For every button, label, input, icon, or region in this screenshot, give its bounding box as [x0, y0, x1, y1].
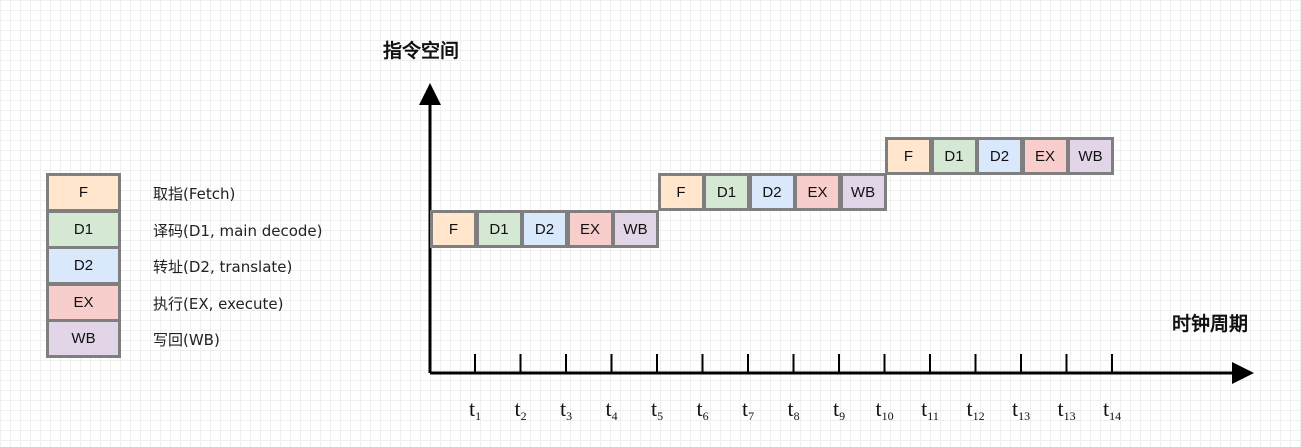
instr-2-stage-d2: D2	[748, 173, 796, 211]
tick-label: t6	[696, 396, 709, 423]
instr-1-stage-f: F	[430, 210, 477, 248]
legend-description-ex: 执行(EX, execute)	[153, 294, 284, 313]
tick-label: t3	[559, 396, 573, 423]
tick-label-subscript: 13	[1063, 409, 1076, 423]
tick-marks	[474, 354, 1113, 373]
tick-label: t8	[787, 396, 800, 423]
tick-label: t10	[875, 396, 894, 423]
legend-box-d1: D1	[46, 209, 121, 249]
tick-label: t1	[468, 396, 482, 423]
tick-label-base: t	[1102, 396, 1110, 421]
tick-label-base: t	[605, 396, 612, 421]
legend-box-ex: EX	[46, 282, 121, 322]
tick-label-subscript: 1	[475, 409, 482, 423]
instr-2-stage-wb: WB	[839, 173, 887, 211]
instr-3-stage-wb: WB	[1067, 137, 1114, 175]
instr-3-stage-f: F	[885, 137, 932, 175]
tick-label-base: t	[966, 396, 973, 421]
tick-label-base: t	[650, 396, 658, 421]
instr-2-stage-ex: EX	[794, 173, 841, 211]
tick-label-subscript: 3	[566, 409, 573, 423]
tick-label-subscript: 6	[702, 409, 709, 423]
instr-3-stage-d1: D1	[930, 137, 978, 175]
tick-label-base: t	[514, 396, 521, 421]
tick-label-base: t	[468, 396, 476, 421]
tick-label-base: t	[921, 396, 928, 421]
legend-description-f: 取指(Fetch)	[153, 185, 236, 203]
instr-2-stage-d1: D1	[703, 173, 750, 211]
instr-2-stage-f: F	[657, 173, 705, 211]
instr-1-stage-d2: D2	[521, 210, 568, 248]
tick-label-base: t	[832, 396, 840, 421]
instr-3-stage-ex: EX	[1021, 137, 1069, 175]
tick-label-subscript: 2	[520, 409, 527, 423]
tick-label-subscript: 5	[657, 409, 664, 423]
tick-label-subscript: 8	[793, 409, 800, 423]
instr-1-stage-d1: D1	[475, 210, 523, 248]
legend-description-wb: 写回(WB)	[153, 331, 220, 349]
legend-box-d2: D2	[46, 246, 121, 285]
tick-label-base: t	[696, 396, 703, 421]
instr-3-stage-d2: D2	[976, 137, 1023, 175]
legend-box-wb: WB	[46, 319, 121, 358]
instr-1-stage-wb: WB	[612, 210, 659, 248]
legend-description-d2: 转址(D2, translate)	[153, 258, 293, 276]
legend-description-d1: 译码(D1, main decode)	[153, 221, 323, 240]
tick-label-base: t	[1057, 396, 1064, 421]
tick-label: t7	[741, 396, 755, 423]
tick-label: t11	[921, 396, 939, 423]
tick-label: t12	[966, 396, 985, 423]
instr-1-stage-ex: EX	[566, 210, 614, 248]
tick-label-base: t	[1011, 396, 1019, 421]
legend-box-f: F	[46, 173, 121, 212]
tick-label-subscript: 11	[927, 409, 939, 423]
tick-label-subscript: 4	[611, 409, 618, 423]
tick-label: t14	[1102, 396, 1122, 423]
tick-label-subscript: 10	[881, 409, 894, 423]
y-axis-arrowhead	[419, 83, 441, 105]
tick-label: t13	[1057, 396, 1076, 423]
x-axis-title: 时钟周期	[1172, 313, 1249, 335]
tick-label-base: t	[787, 396, 794, 421]
y-axis-title: 指令空间	[383, 40, 460, 62]
tick-label-subscript: 12	[972, 409, 985, 423]
tick-label-subscript: 14	[1109, 409, 1122, 423]
tick-label-subscript: 9	[839, 409, 846, 423]
tick-label-base: t	[741, 396, 749, 421]
tick-label-subscript: 7	[748, 409, 755, 423]
tick-label-base: t	[875, 396, 882, 421]
tick-label: t13	[1011, 396, 1031, 423]
tick-label: t2	[514, 396, 527, 423]
tick-label-subscript: 13	[1018, 409, 1031, 423]
x-axis-arrowhead	[1232, 362, 1254, 384]
tick-label-base: t	[559, 396, 567, 421]
tick-label: t4	[605, 396, 618, 423]
tick-label: t9	[832, 396, 846, 423]
tick-label: t5	[650, 396, 664, 423]
